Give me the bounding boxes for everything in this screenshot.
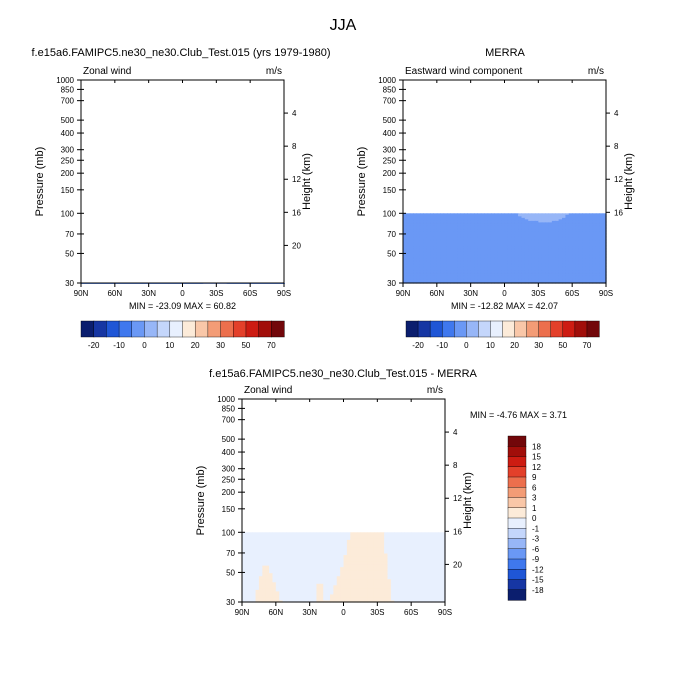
colorbar-swatch [208, 321, 221, 337]
pressure-tick-label: 250 [61, 156, 75, 165]
pressure-tick-label: 150 [61, 186, 75, 195]
panel-title-model: f.e15a6.FAMIPC5.ne30_ne30.Club_Test.015 … [31, 47, 330, 59]
colorbar-label: -10 [113, 341, 125, 350]
colorbar-swatch [183, 321, 196, 337]
latitude-tick-label: 30S [209, 289, 223, 298]
pressure-tick-label: 300 [61, 146, 75, 155]
height-tick-label: 20 [292, 241, 301, 250]
pressure-tick-label: 50 [65, 249, 74, 258]
latitude-tick-label: 90N [74, 289, 89, 298]
plot-frame [81, 80, 284, 283]
panel-obs [399, 80, 610, 287]
latitude-tick-label: 60S [243, 289, 257, 298]
colorbar-label: 30 [216, 341, 225, 350]
colorbar-model [81, 321, 284, 337]
pressure-tick-label: 70 [65, 230, 74, 239]
figure-title: JJA [330, 17, 357, 34]
colorbar-swatch [132, 321, 145, 337]
colorbar-swatch [233, 321, 246, 337]
colorbar-swatch [195, 321, 208, 337]
colorbar-label: 70 [267, 341, 276, 350]
latitude-tick-label: 30N [141, 289, 156, 298]
colorbar-swatch [119, 321, 132, 337]
colorbar-swatch [81, 321, 94, 337]
height-tick-label: 8 [292, 142, 297, 151]
colorbar-label: -20 [88, 341, 100, 350]
panel-units-label: m/s [266, 66, 282, 77]
pressure-tick-label: 500 [61, 116, 75, 125]
colorbar-swatch [94, 321, 107, 337]
pressure-tick-label: 400 [61, 129, 75, 138]
field-obs [403, 213, 607, 283]
pressure-tick-label: 200 [61, 169, 75, 178]
latitude-tick-label: 90S [277, 289, 291, 298]
pressure-tick-label: 850 [61, 85, 75, 94]
colorbar-swatch [271, 321, 284, 337]
colorbar-swatch [106, 321, 119, 337]
colorbar-swatch [246, 321, 259, 337]
pressure-tick-label: 700 [61, 97, 75, 106]
colorbar-label: 10 [165, 341, 174, 350]
colorbar-label: 0 [142, 341, 147, 350]
latitude-tick-label: 0 [180, 289, 185, 298]
colorbar-swatch [170, 321, 183, 337]
colorbar-swatch [221, 321, 234, 337]
y-axis-right-title: Height (km) [301, 153, 313, 210]
panel-model [77, 80, 288, 287]
pressure-tick-label: 100 [61, 209, 75, 218]
colorbar-label: 20 [191, 341, 200, 350]
height-tick-label: 4 [292, 109, 297, 118]
y-axis-title: Pressure (mb) [34, 147, 46, 217]
pressure-tick-label: 30 [65, 279, 74, 288]
colorbar-swatch [259, 321, 272, 337]
panel-variable-label: Zonal wind [83, 66, 131, 77]
colorbar-swatch [157, 321, 170, 337]
colorbar-label: 50 [241, 341, 250, 350]
latitude-tick-label: 60N [107, 289, 122, 298]
pressure-tick-label: 1000 [56, 76, 74, 85]
min-max-stats: MIN = -23.09 MAX = 60.82 [129, 301, 236, 311]
colorbar-swatch [144, 321, 157, 337]
